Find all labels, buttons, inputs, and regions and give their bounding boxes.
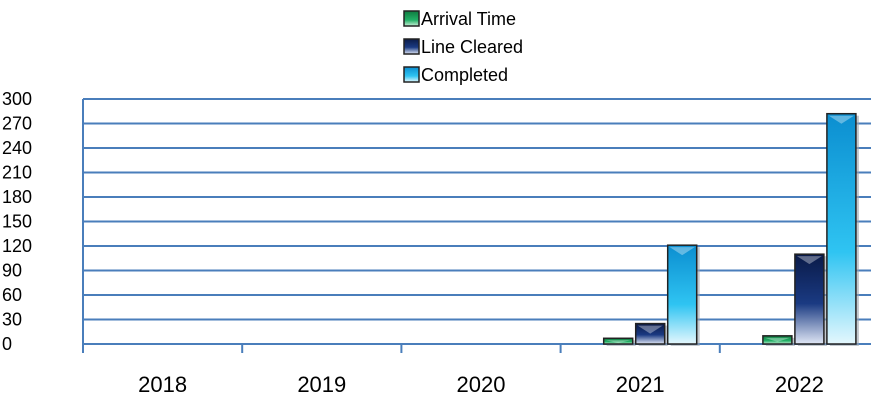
bar	[634, 322, 668, 346]
legend-item: Completed	[403, 65, 508, 85]
y-tick-label: 210	[2, 163, 32, 183]
y-tick-label: 60	[2, 285, 22, 305]
y-tick-label: 120	[2, 236, 32, 256]
x-tick-label: 2018	[138, 372, 187, 397]
y-tick-label: 30	[2, 310, 22, 330]
x-tick-label: 2021	[616, 372, 665, 397]
legend: Arrival Time Line Cleared Completed	[403, 9, 523, 85]
y-tick-label: 90	[2, 261, 22, 281]
y-tick-label: 150	[2, 212, 32, 232]
legend-label: Arrival Time	[421, 9, 516, 29]
x-tick-label: 2019	[297, 372, 346, 397]
bar	[666, 244, 700, 346]
bar	[826, 112, 859, 346]
legend-swatch	[403, 10, 420, 27]
legend-label: Line Cleared	[421, 37, 523, 57]
legend-item: Line Cleared	[403, 37, 523, 57]
y-axis-ticks: 0 30 60 90 120 150 180 210 240 270 300	[2, 89, 32, 354]
legend-swatch	[403, 66, 420, 83]
bars	[602, 112, 859, 346]
y-tick-label: 0	[2, 334, 12, 354]
legend-swatch	[403, 38, 420, 55]
x-tick-label: 2022	[775, 372, 824, 397]
legend-item: Arrival Time	[403, 9, 516, 29]
legend-label: Completed	[421, 65, 508, 85]
x-axis: 2018 2019 2020 2021 2022	[82, 99, 824, 397]
bar	[602, 337, 636, 346]
y-tick-label: 180	[2, 187, 32, 207]
y-tick-label: 240	[2, 138, 32, 158]
bar	[794, 253, 827, 346]
y-tick-label: 270	[2, 114, 32, 134]
x-tick-label: 2020	[457, 372, 506, 397]
bar	[762, 335, 795, 346]
gridlines	[83, 98, 871, 345]
y-tick-label: 300	[2, 89, 32, 109]
